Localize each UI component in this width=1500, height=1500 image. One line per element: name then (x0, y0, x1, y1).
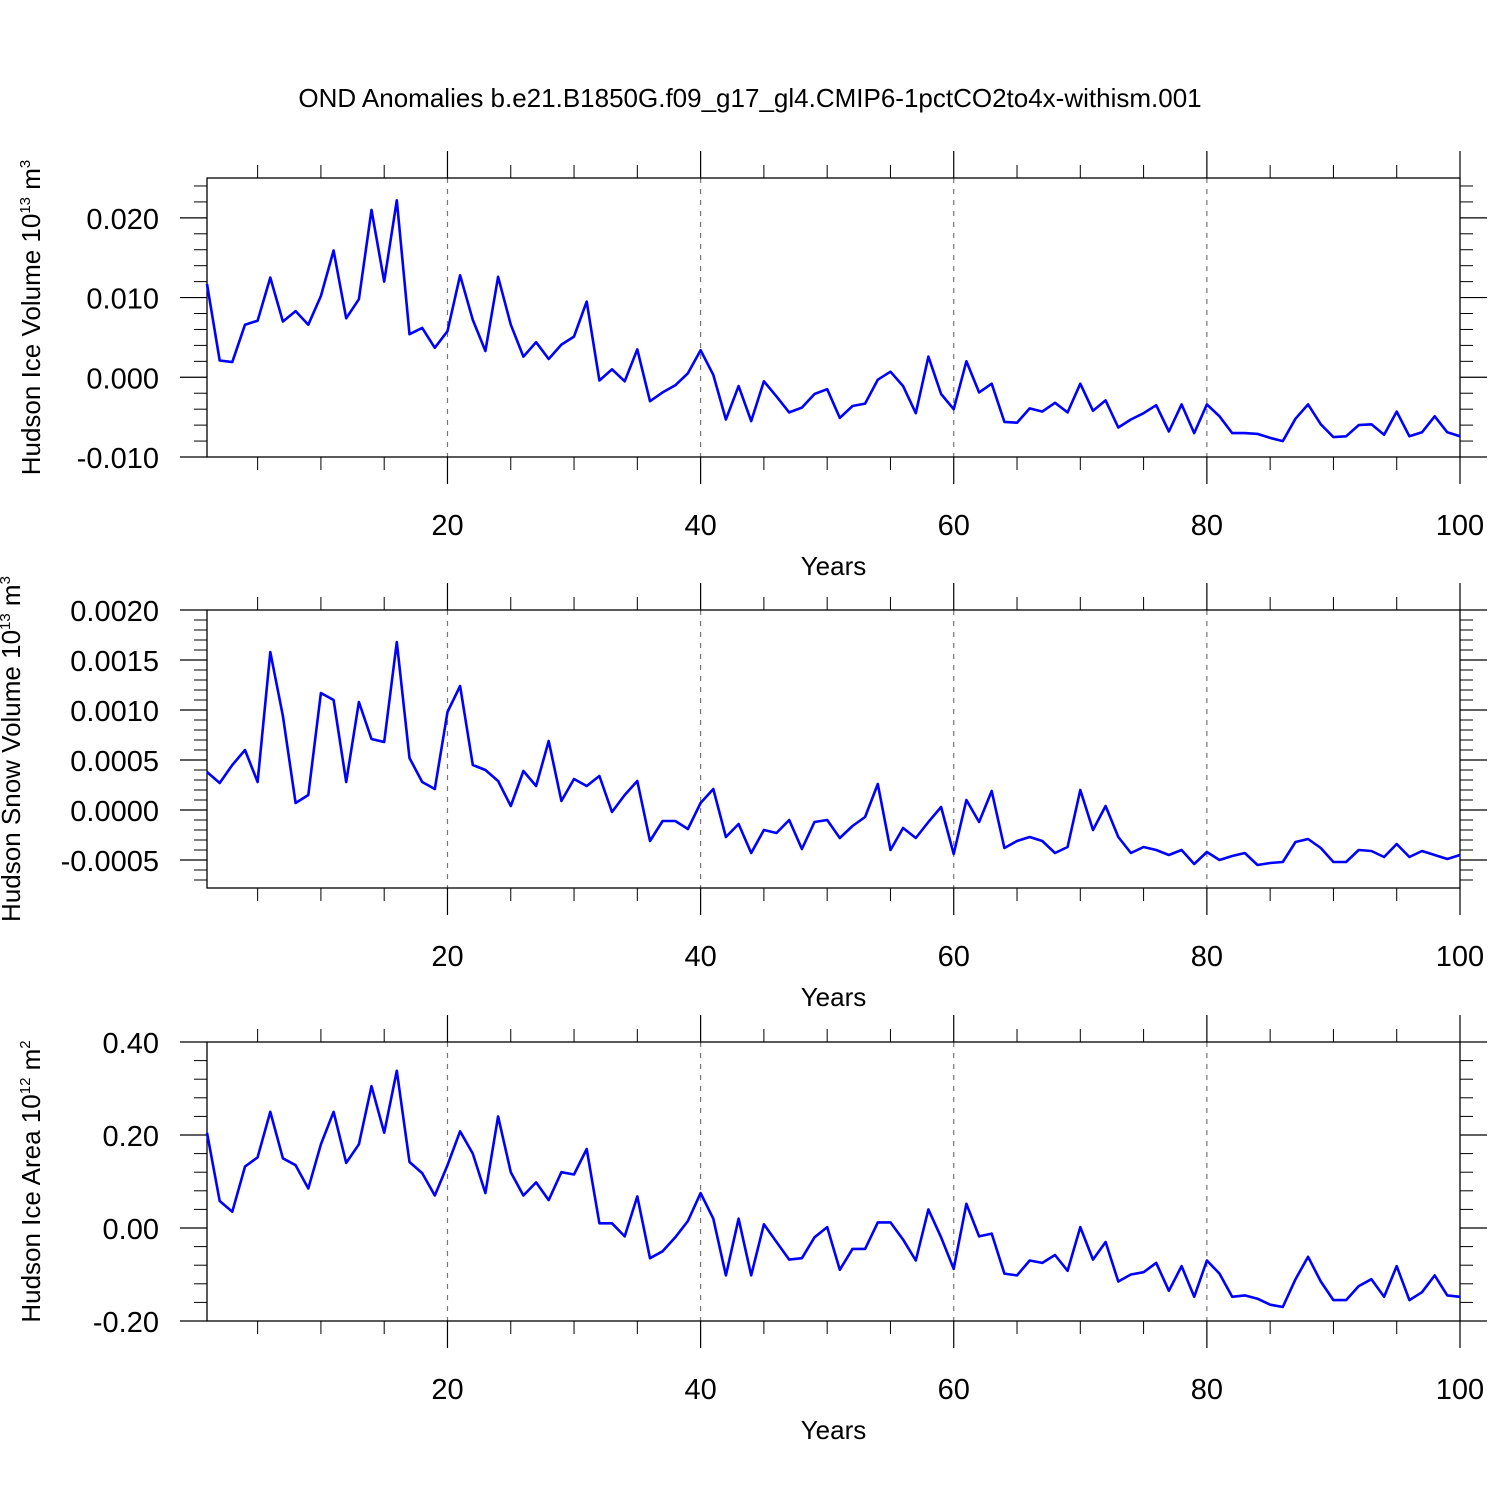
y-tick-label: 0.000 (86, 363, 159, 395)
y-tick-label: 0.0000 (70, 796, 159, 828)
chart-panel-2: -0.0005 0.0000 0.0005 0.0010 0.0015 0.0020 20 4… (0, 576, 1487, 1012)
x-axis-label: Years (801, 982, 867, 1012)
y-axis-label: Hudson Ice Area 1012 m2 (16, 1040, 46, 1322)
series-line (206, 640, 1461, 867)
y-tick-label: 0.20 (103, 1121, 159, 1153)
x-tick-label: 60 (938, 510, 970, 542)
chart-panel-3: -0.20 0.00 0.20 0.40 20 40 60 80 100 Years Hudson … (16, 1015, 1487, 1445)
plot-frame (206, 177, 1461, 458)
plot-frame (206, 609, 1461, 889)
x-tick-label: 60 (938, 941, 970, 973)
y-tick-label: 0.00 (103, 1214, 159, 1246)
x-axis-label: Years (801, 1415, 867, 1445)
chart-panel-1: -0.010 0.000 0.010 0.020 20 40 60 80 100 Years Hud… (16, 151, 1487, 581)
y-tick-label: -0.010 (77, 443, 159, 475)
plot-frame (206, 1041, 1461, 1322)
x-tick-label: 60 (938, 1374, 970, 1406)
y-tick-label: 0.0015 (70, 646, 159, 678)
figure-title: OND Anomalies b.e21.B1850G.f09_g17_gl4.C… (298, 83, 1201, 113)
y-tick-label: -0.20 (93, 1307, 159, 1339)
y-tick-label: 0.0005 (70, 746, 159, 778)
x-tick-label: 40 (684, 510, 716, 542)
x-tick-label: 100 (1436, 941, 1484, 973)
y-axis-label: Hudson Snow Volume 1013 m3 (0, 576, 26, 922)
y-tick-label: 0.40 (103, 1028, 159, 1060)
y-tick-label: 0.0020 (70, 596, 159, 628)
y-tick-label: 0.020 (86, 204, 159, 236)
x-tick-label: 80 (1191, 510, 1223, 542)
x-tick-label: 40 (684, 1374, 716, 1406)
x-tick-label: 40 (684, 941, 716, 973)
series-line (205, 1069, 1461, 1309)
y-tick-label: 0.0010 (70, 696, 159, 728)
x-tick-label: 80 (1191, 1374, 1223, 1406)
y-tick-label: -0.0005 (61, 846, 159, 878)
x-tick-label: 20 (431, 510, 463, 542)
y-tick-label: 0.010 (86, 284, 159, 316)
x-tick-label: 100 (1436, 510, 1484, 542)
x-tick-label: 100 (1436, 1374, 1484, 1406)
x-tick-label: 20 (431, 941, 463, 973)
series-line (205, 199, 1461, 443)
x-axis-label: Years (801, 551, 867, 581)
panels: -0.010 0.000 0.010 0.020 20 40 60 80 100 Years Hud… (0, 151, 1487, 1445)
y-axis-label: Hudson Ice Volume 1013 m3 (16, 160, 46, 476)
x-tick-label: 20 (431, 1374, 463, 1406)
x-tick-label: 80 (1191, 941, 1223, 973)
